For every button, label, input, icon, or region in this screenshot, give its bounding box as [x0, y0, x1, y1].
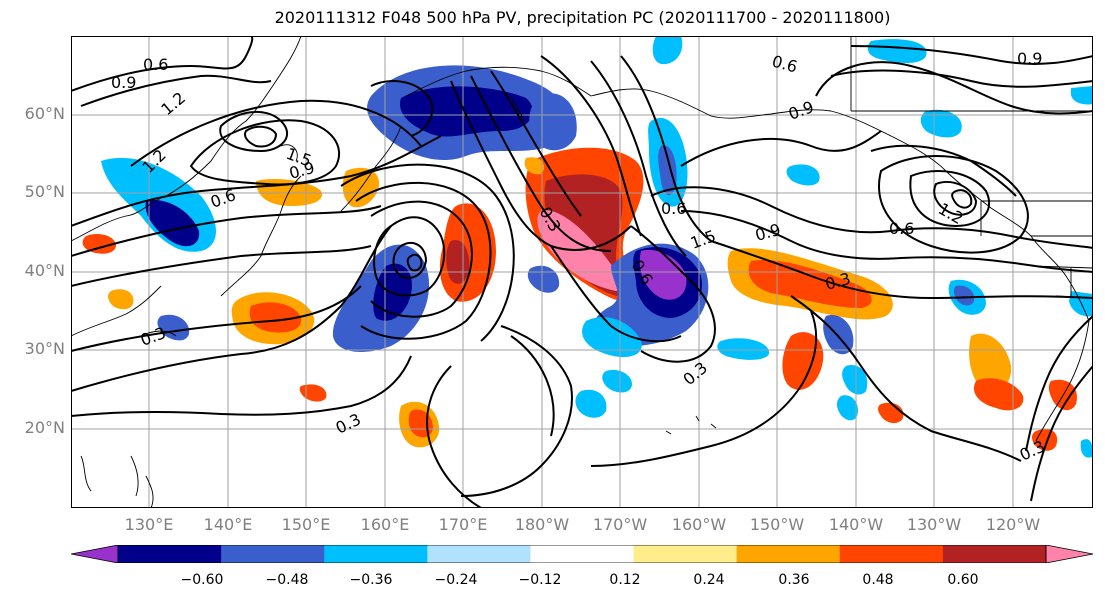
- positive-fill-region: [446, 240, 470, 284]
- contour-label: 1.2: [157, 88, 189, 119]
- lat-label: 20°N: [24, 418, 65, 437]
- negative-fill-region: [145, 200, 200, 247]
- contour-label: 0.9: [786, 97, 816, 124]
- colorbar-tick: 0.12: [609, 572, 641, 588]
- lon-label: 170°W: [592, 515, 648, 534]
- lon-label: 160°E: [360, 515, 410, 534]
- positive-fill-region: [299, 384, 327, 402]
- negative-fill-region: [953, 285, 975, 306]
- colorbar-segment: [324, 545, 428, 563]
- colorbar-extend-low: [71, 545, 119, 563]
- negative-fill-region: [842, 365, 868, 395]
- negative-fill-region: [575, 389, 607, 418]
- lon-label: 140°W: [828, 515, 884, 534]
- colorbar-segment: [118, 545, 222, 563]
- lon-label: 170°E: [438, 515, 488, 534]
- colorbar-tick: −0.36: [349, 572, 393, 588]
- negative-fill-region: [400, 86, 533, 137]
- colorbar-segment: [839, 545, 944, 563]
- colorbar: [71, 545, 1094, 563]
- negative-fill-region: [1080, 439, 1093, 458]
- negative-fill-region: [920, 109, 962, 138]
- positive-fill-region: [973, 378, 1024, 411]
- lon-label: 120°W: [985, 515, 1041, 534]
- contour-label: 0.9: [1017, 49, 1042, 68]
- lon-label: 130°E: [124, 515, 174, 534]
- map-title: 2020111312 F048 500 hPa PV, precipitatio…: [274, 8, 891, 27]
- pv-contours: [71, 36, 1093, 508]
- graticule: [71, 36, 1093, 508]
- positive-fill-region: [108, 289, 134, 310]
- colorbar-tick: −0.48: [265, 572, 309, 588]
- colorbar-tick: −0.60: [180, 572, 224, 588]
- colorbar-tick: 0.36: [778, 572, 810, 588]
- contour-label: 0.6: [661, 199, 686, 218]
- negative-fill-region: [867, 39, 927, 63]
- contour-label: 0.9: [111, 73, 136, 92]
- negative-fill-region: [602, 369, 632, 393]
- positive-fill-region: [249, 302, 302, 333]
- colorbar-tick: 0.60: [947, 572, 979, 588]
- colorbar-extend-high: [1045, 545, 1094, 563]
- colorbar-tick: 0.24: [693, 572, 725, 588]
- lon-label: 160°W: [671, 515, 727, 534]
- positive-fill-region: [782, 332, 824, 390]
- colorbar-tick: −0.12: [518, 572, 562, 588]
- colorbar-segment: [633, 545, 738, 563]
- colorbar-segment: [736, 545, 841, 563]
- negative-fill-region: [157, 314, 190, 341]
- lon-label: 180°W: [514, 515, 570, 534]
- lat-label: 50°N: [24, 182, 65, 201]
- colorbar-segments: [71, 545, 1094, 563]
- contour-label: 0.9: [753, 220, 783, 245]
- negative-fill-region: [658, 145, 677, 196]
- contour-label: 0.3: [333, 410, 364, 438]
- positive-fill-region: [524, 157, 545, 175]
- colorbar-outline: [117, 545, 1047, 563]
- lon-label: 140°E: [203, 515, 253, 534]
- contour-label: 0.6: [770, 52, 800, 77]
- contour-label: 0.6: [143, 55, 168, 74]
- lat-label: 40°N: [24, 261, 65, 280]
- colorbar-segment: [942, 545, 1047, 563]
- lat-label: 60°N: [24, 104, 65, 123]
- negative-fill-region: [717, 338, 770, 360]
- colorbar-tick: −0.24: [434, 572, 478, 588]
- positive-fill-region: [969, 333, 1012, 391]
- lon-label: 150°W: [749, 515, 805, 534]
- contour-label: 0.3: [679, 358, 711, 389]
- negative-fill-region: [786, 164, 820, 186]
- colorbar-tick: 0.48: [862, 572, 894, 588]
- negative-fill-region: [529, 93, 577, 151]
- positive-fill-region: [878, 402, 904, 424]
- colorbar-segment: [530, 545, 635, 563]
- negative-fill-region: [1071, 86, 1093, 105]
- colorbar-segment: [427, 545, 531, 563]
- contour-label: 1.5: [688, 226, 718, 253]
- lon-label: 130°W: [906, 515, 962, 534]
- map-canvas: 0.6 0.9 1.2 1.2 1.5 0.9 0.6 0.3 0.6 0.6 …: [71, 36, 1093, 508]
- positive-fill-region: [1031, 429, 1058, 451]
- negative-fill-region: [527, 265, 560, 293]
- positive-fill-region: [82, 234, 116, 254]
- lat-label: 30°N: [24, 339, 65, 358]
- negative-fill-region: [582, 317, 642, 358]
- negative-fill-region: [639, 249, 687, 300]
- map-panel: 0.6 0.9 1.2 1.2 1.5 0.9 0.6 0.3 0.6 0.6 …: [71, 36, 1093, 508]
- lon-label: 150°E: [281, 515, 331, 534]
- contour-label: 0.6: [889, 219, 914, 238]
- colorbar-segment: [221, 545, 325, 563]
- negative-fill-region: [836, 395, 859, 421]
- negative-fill-region: [652, 36, 683, 65]
